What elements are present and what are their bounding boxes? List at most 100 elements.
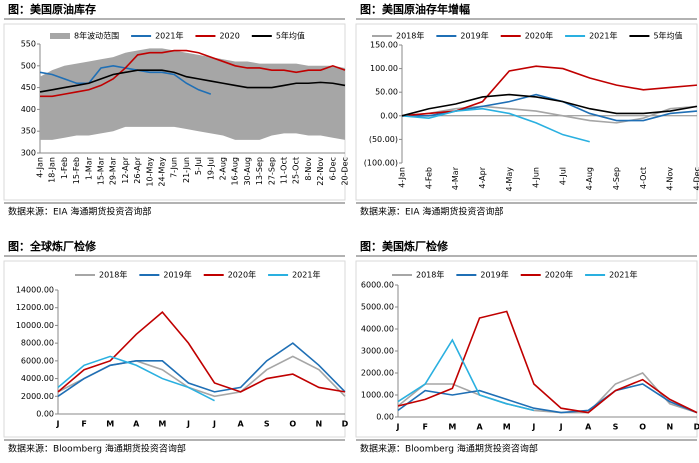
plot-frame	[356, 261, 697, 437]
x-tick-label: 24-May	[158, 157, 167, 187]
x-tick-label: 4-Aug	[585, 167, 594, 190]
x-tick-label: J	[186, 420, 190, 429]
y-tick-label: 100.00	[370, 64, 398, 73]
y-tick-label: (100.00)	[364, 159, 398, 168]
y-tick-label: 0.00	[36, 410, 54, 419]
x-tick-label: M	[448, 423, 456, 432]
chart-title: 图：美国炼厂检修	[360, 239, 449, 253]
x-tick-label: 4-Jul	[558, 167, 567, 185]
x-tick-label: D	[342, 420, 349, 429]
y-tick-label: 5000.00	[361, 303, 394, 312]
legend-label: 8年波动范围	[74, 31, 119, 41]
x-tick-label: O	[639, 423, 646, 432]
source: 数据来源：Bloomberg 海通期货投资咨询部	[8, 443, 186, 455]
y-tick-label: 450	[21, 83, 36, 92]
series-line	[398, 384, 697, 413]
legend-label: 2019年	[480, 270, 508, 280]
legend-label: 2020年	[228, 270, 256, 280]
x-tick-label: N	[666, 423, 673, 432]
y-tick-label: 0.00	[376, 413, 394, 422]
x-tick-label: D	[694, 423, 699, 432]
x-tick-label: 15-Mar	[97, 156, 106, 185]
x-tick-label: 29-Mar	[109, 156, 118, 185]
series-line	[402, 106, 697, 123]
legend-swatch	[50, 33, 70, 39]
legend-label: 5年均值	[276, 31, 305, 41]
x-tick-label: 7-Jun	[170, 157, 179, 178]
x-tick-label: 4-Apr	[478, 166, 487, 188]
series-line	[58, 356, 215, 400]
x-tick-label: 2-Aug	[219, 157, 228, 180]
y-tick-label: 500	[21, 61, 36, 70]
x-tick-label: 4-Dec	[693, 167, 699, 190]
x-tick-label: A	[238, 420, 245, 429]
legend-label: 2018年	[396, 31, 424, 41]
x-tick-label: 5-Jul	[194, 157, 203, 175]
legend-label: 2021年	[155, 31, 183, 41]
x-tick-label: M	[158, 420, 166, 429]
range-area	[40, 48, 345, 140]
y-tick-label: 14000.00	[16, 286, 54, 295]
y-tick-label: 150.00	[370, 41, 398, 50]
y-tick-label: (50.00)	[369, 135, 398, 144]
x-tick-label: J	[56, 420, 60, 429]
x-tick-label: 4-Jun	[532, 167, 541, 188]
x-tick-label: 15-Feb	[72, 157, 81, 184]
x-tick-label: 1-Feb	[60, 157, 69, 179]
y-tick-label: 4000.00	[21, 374, 54, 383]
y-tick-label: 550	[21, 40, 36, 49]
x-tick-label: 12-Apr	[121, 156, 130, 183]
series-line	[58, 343, 345, 396]
series-line	[402, 66, 697, 116]
chart-title: 图：美国原油库存	[8, 2, 96, 16]
x-tick-label: 13-Sep	[255, 157, 264, 185]
series-line	[402, 95, 697, 121]
x-tick-label: F	[81, 420, 86, 429]
x-tick-label: 4-Oct	[639, 167, 648, 189]
x-tick-label: 19-Jul	[206, 157, 215, 180]
plot-frame	[4, 261, 345, 437]
x-tick-label: J	[212, 420, 216, 429]
y-tick-label: 4000.00	[361, 325, 394, 334]
x-tick-label: 1-Mar	[84, 156, 93, 180]
x-tick-label: J	[396, 423, 400, 432]
x-tick-label: 20-Dec	[341, 157, 350, 186]
y-tick-label: 300	[21, 149, 36, 158]
x-tick-label: J	[559, 423, 563, 432]
x-tick-label: 4-Jan	[36, 157, 45, 178]
x-tick-label: 10-May	[145, 157, 154, 187]
legend-label: 2018年	[99, 270, 127, 280]
y-tick-label: 2000.00	[361, 369, 394, 378]
legend-label: 2020年	[525, 31, 553, 41]
legend-label: 2019年	[460, 31, 488, 41]
x-tick-label: O	[289, 420, 296, 429]
x-tick-label: 30-Aug	[243, 157, 252, 186]
x-tick-label: 18-Jan	[48, 157, 57, 183]
legend-label: 2021年	[589, 31, 617, 41]
x-tick-label: 4-Feb	[424, 167, 433, 189]
x-tick-label: M	[503, 423, 511, 432]
x-tick-label: 4-Sep	[612, 167, 621, 190]
x-tick-label: F	[422, 423, 427, 432]
y-tick-label: 50.00	[375, 88, 398, 97]
legend-label: 2018年	[416, 270, 444, 280]
x-tick-label: J	[531, 423, 535, 432]
x-tick-label: 25-Oct	[292, 157, 301, 184]
x-tick-label: M	[106, 420, 114, 429]
x-tick-label: A	[133, 420, 140, 429]
x-tick-label: 4-May	[505, 167, 514, 192]
y-tick-label: 6000.00	[21, 356, 54, 365]
source: 数据来源：Bloomberg 海通期货投资咨询部	[360, 443, 538, 455]
y-tick-label: 10000.00	[16, 321, 54, 330]
series-line	[58, 312, 345, 392]
legend-label: 5年均值	[653, 31, 682, 41]
y-tick-label: 0.00	[380, 111, 398, 120]
x-tick-label: 16-Aug	[231, 157, 240, 186]
x-tick-label: 26-Apr	[133, 156, 142, 183]
x-tick-label: 6-Dec	[328, 157, 337, 180]
x-tick-label: A	[585, 423, 592, 432]
x-tick-label: 4-Mar	[451, 166, 460, 190]
y-tick-label: 3000.00	[361, 347, 394, 356]
y-tick-label: 350	[21, 127, 36, 136]
